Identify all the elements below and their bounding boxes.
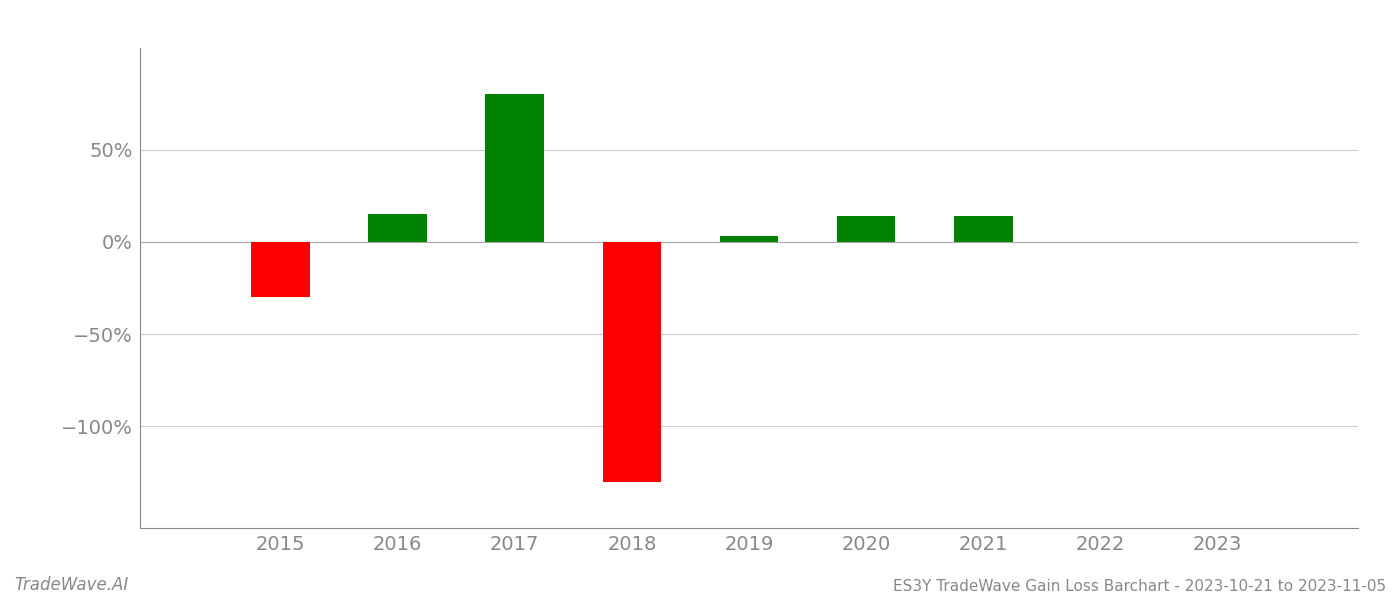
- Bar: [602, 242, 661, 482]
- Bar: [486, 94, 545, 242]
- Bar: [837, 216, 896, 242]
- Text: TradeWave.AI: TradeWave.AI: [14, 576, 129, 594]
- Text: ES3Y TradeWave Gain Loss Barchart - 2023-10-21 to 2023-11-05: ES3Y TradeWave Gain Loss Barchart - 2023…: [893, 579, 1386, 594]
- Bar: [368, 214, 427, 242]
- Bar: [720, 236, 778, 242]
- Bar: [251, 242, 309, 297]
- Bar: [953, 216, 1012, 242]
